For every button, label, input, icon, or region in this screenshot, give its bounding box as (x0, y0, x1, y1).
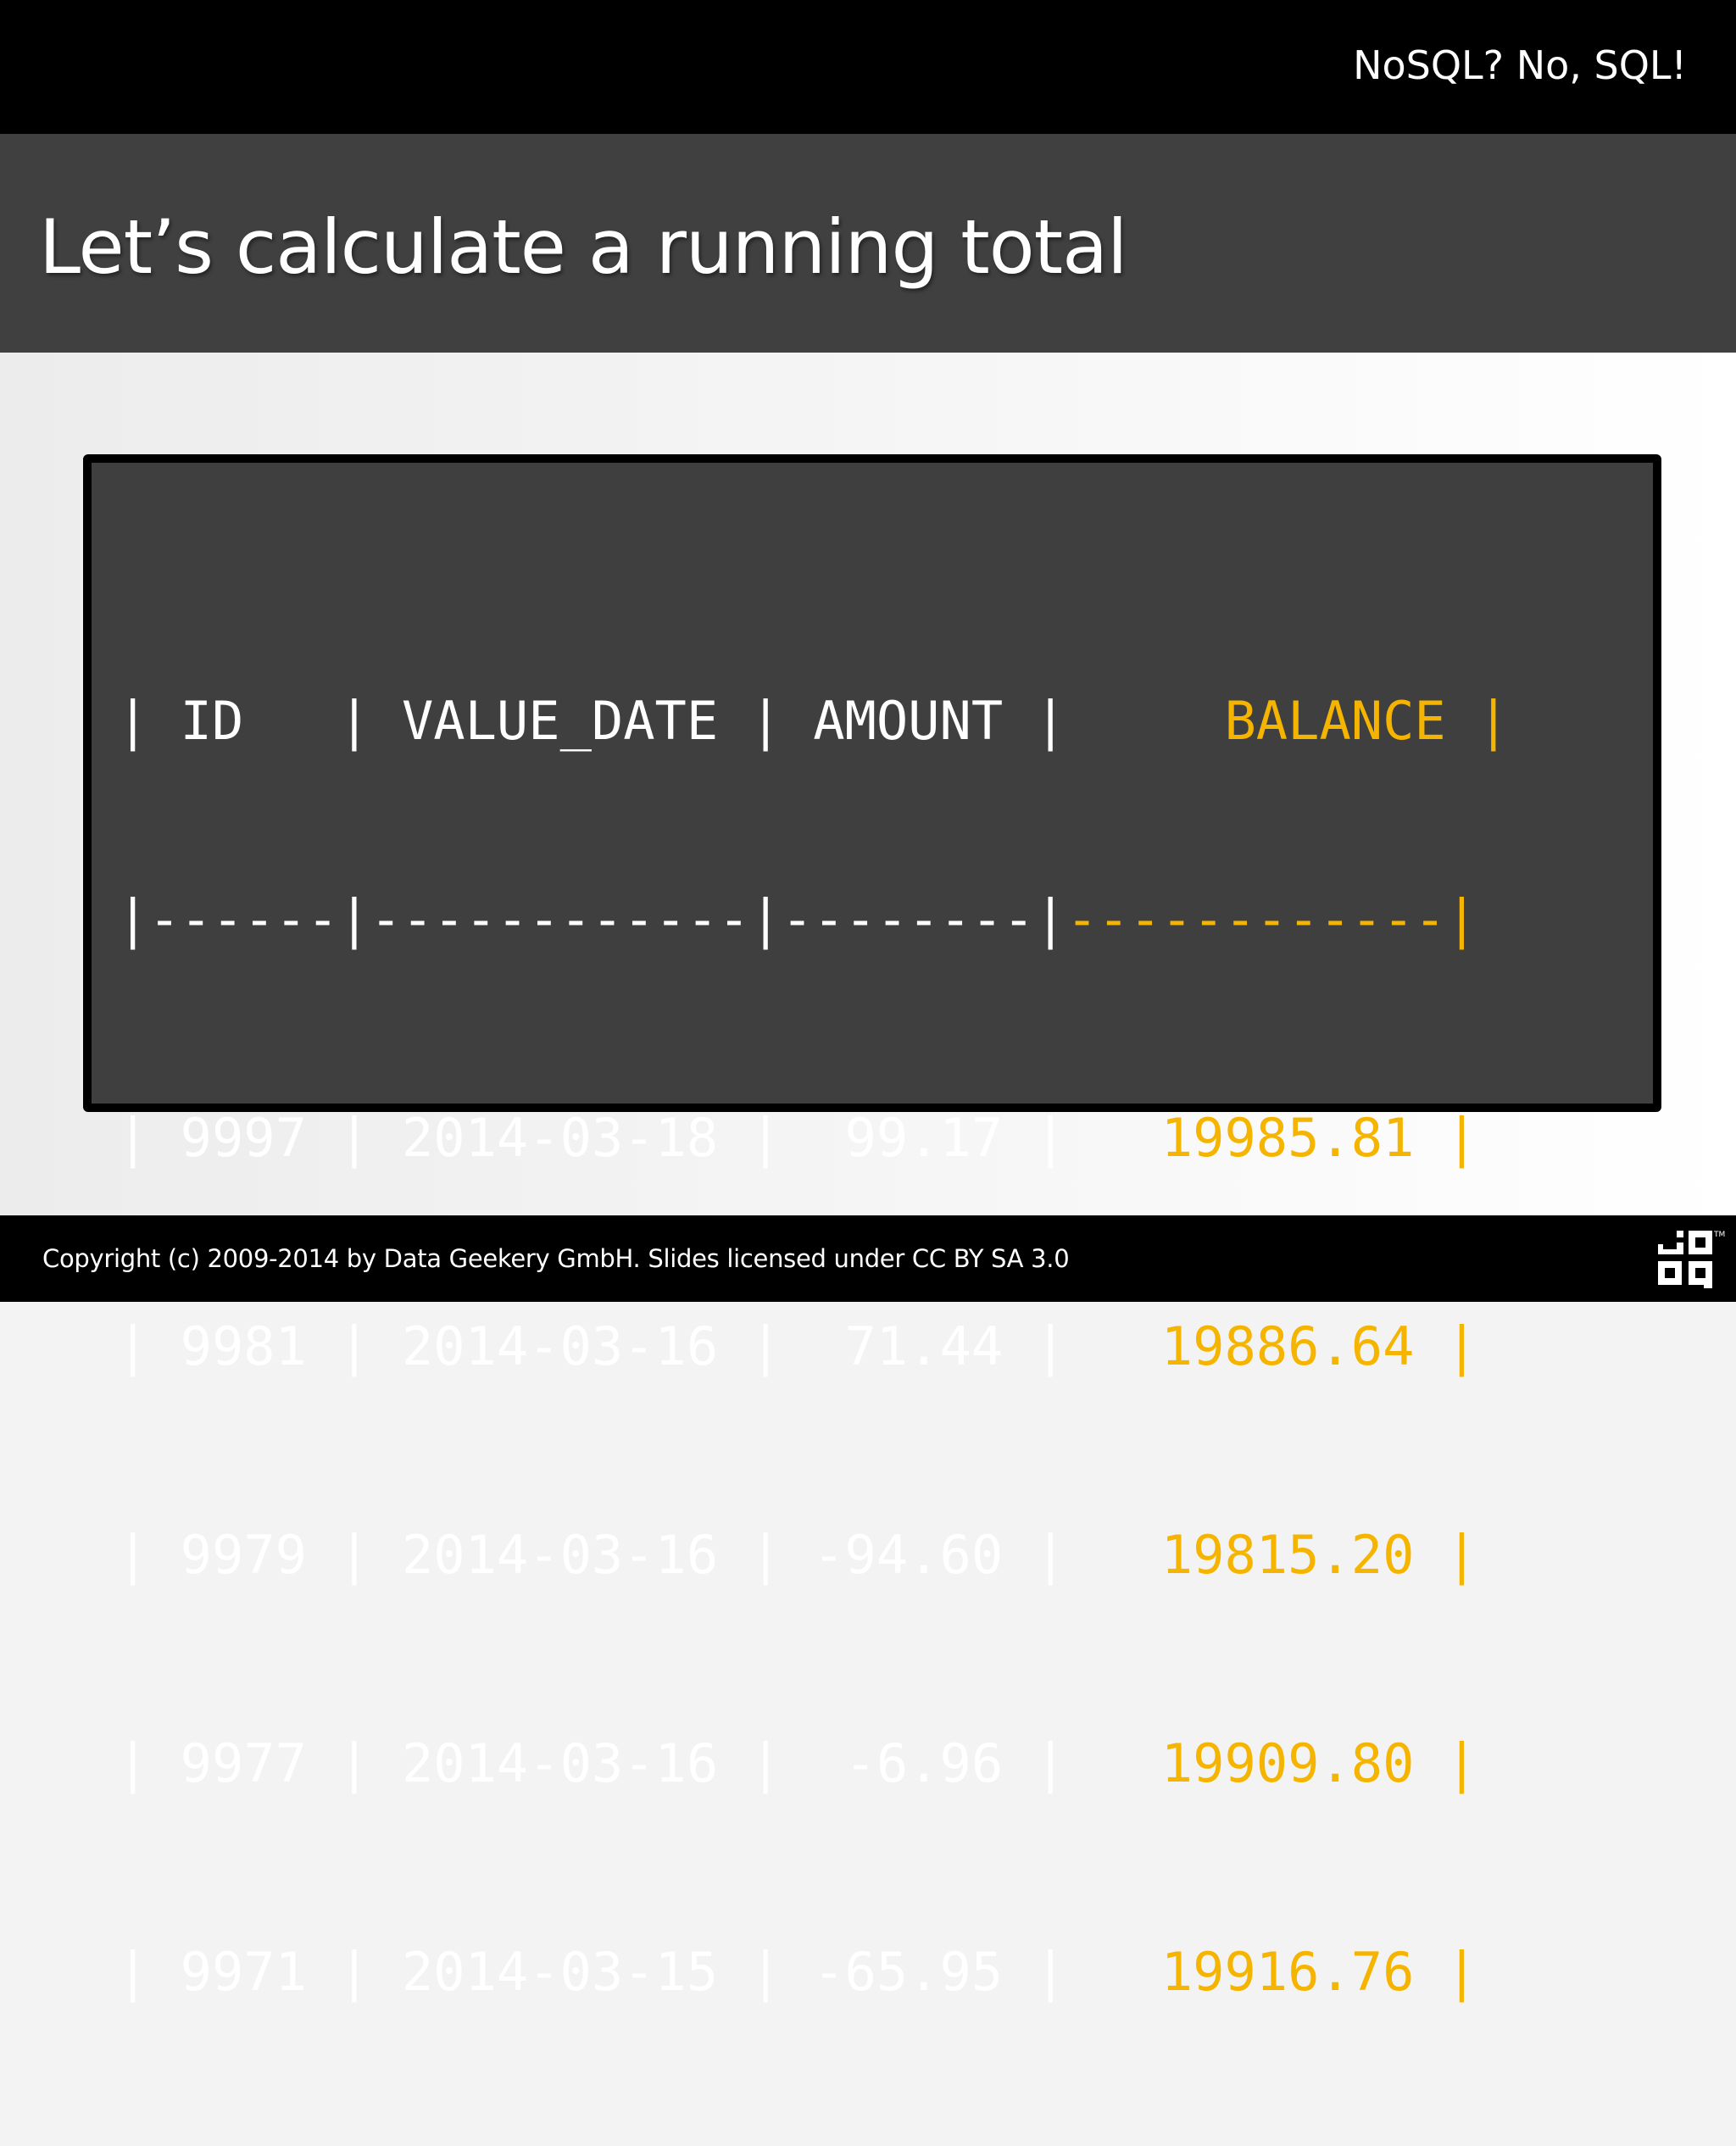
header-columns: | ID | VALUE_DATE | AMOUNT | (117, 690, 1066, 752)
top-bar: NoSQL? No, SQL! (0, 0, 1736, 134)
table-row: | 9979 | 2014-03-16 | -94.60 | 19815.20 … (117, 1521, 1509, 1590)
table-row: | 9977 | 2014-03-16 | -6.96 | 19909.80 | (117, 1729, 1509, 1799)
separator-columns: |------|------------|--------| (117, 888, 1066, 950)
slide-title: Let’s calculate a running total (39, 203, 1127, 291)
header-balance-column: BALANCE | (1066, 690, 1510, 752)
separator-balance-column: ------------| (1066, 888, 1478, 950)
jooq-logo-icon (1658, 1231, 1712, 1288)
row-values: | 9997 | 2014-03-18 | 99.17 | (117, 1107, 1066, 1169)
row-balance: 19886.64 | (1066, 1315, 1478, 1377)
copyright-notice: Copyright (c) 2009-2014 by Data Geekery … (42, 1244, 1070, 1273)
table-separator-row: |------|------------|--------|----------… (117, 885, 1509, 954)
row-values: | 9977 | 2014-03-16 | -6.96 | (117, 1732, 1066, 1794)
table-row: | 9981 | 2014-03-16 | 71.44 | 19886.64 | (117, 1312, 1509, 1382)
table-header-row: | ID | VALUE_DATE | AMOUNT | BALANCE | (117, 687, 1509, 756)
title-band: Let’s calculate a running total (0, 134, 1736, 353)
table-row: | 9997 | 2014-03-18 | 99.17 | 19985.81 | (117, 1104, 1509, 1173)
table-row: | 9971 | 2014-03-15 | -65.95 | 19916.76 … (117, 1938, 1509, 2007)
row-values: | 9971 | 2014-03-15 | -65.95 | (117, 1941, 1066, 2003)
sql-result-table: | ID | VALUE_DATE | AMOUNT | BALANCE | |… (117, 548, 1509, 2146)
slide-content: | ID | VALUE_DATE | AMOUNT | BALANCE | |… (0, 353, 1736, 2003)
row-balance: 19916.76 | (1066, 1941, 1478, 2003)
footer-bar: Copyright (c) 2009-2014 by Data Geekery … (0, 1215, 1736, 1302)
deck-title: NoSQL? No, SQL! (1353, 42, 1687, 88)
trademark-mark: TM (1714, 1231, 1726, 1239)
row-balance: 19985.81 | (1066, 1107, 1478, 1169)
row-values: | 9981 | 2014-03-16 | 71.44 | (117, 1315, 1066, 1377)
row-balance: 19909.80 | (1066, 1732, 1478, 1794)
row-balance: 19815.20 | (1066, 1524, 1478, 1586)
sql-result-panel: | ID | VALUE_DATE | AMOUNT | BALANCE | |… (83, 454, 1661, 2003)
row-values: | 9979 | 2014-03-16 | -94.60 | (117, 1524, 1066, 1586)
